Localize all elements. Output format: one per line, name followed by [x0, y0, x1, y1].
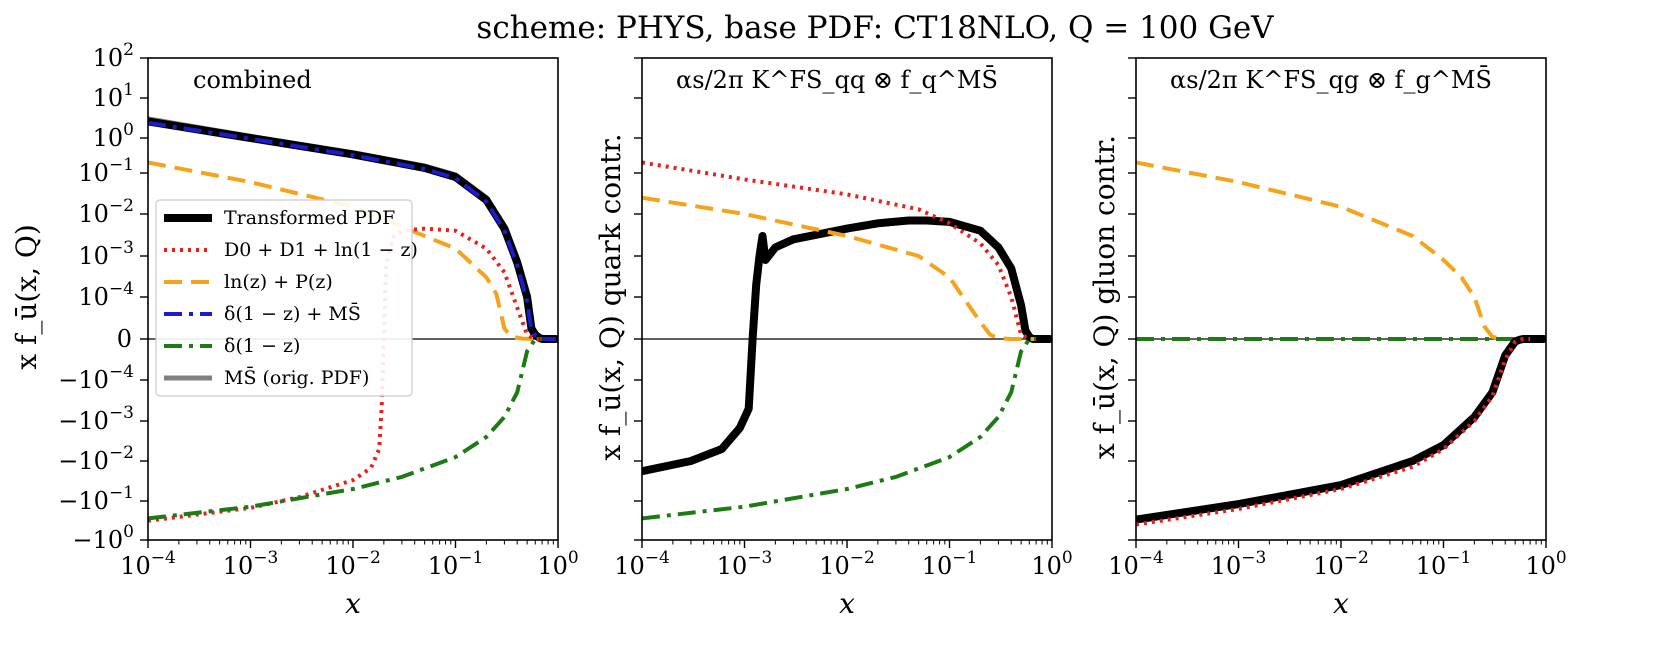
- panel-combined: 10−4 10−3 10−2 10−1 100x10210110010−110−210−…: [10, 40, 579, 620]
- legend-label-lnz: ln(z) + P(z): [224, 271, 333, 293]
- series-line-delta: [642, 337, 1037, 521]
- series-line-lnz: [642, 195, 1037, 341]
- series-line-lnz: [1136, 160, 1531, 341]
- y-tick-label: −10−3: [58, 403, 134, 435]
- x-tick-label: 10−1: [428, 548, 484, 580]
- y-tick-label: 10−3: [78, 238, 134, 270]
- x-tick-label: 100: [1525, 548, 1566, 580]
- panel-annotation: αs/2π K^FS_qq ⊗ f_q^MS̄: [676, 66, 998, 94]
- x-tick-label: 10−1: [1416, 548, 1472, 580]
- legend-label-d0d1: D0 + D1 + ln(1 − z): [224, 239, 418, 261]
- x-tick-label: 10−2: [1313, 548, 1369, 580]
- y-tick-label: −10−2: [58, 443, 134, 475]
- x-tick-label: 10−1: [922, 548, 978, 580]
- x-tick-label: 10−4: [1108, 548, 1164, 580]
- x-tick-label: 10−4: [614, 548, 670, 580]
- series-line-delta: [148, 337, 543, 521]
- x-tick-label: 10−3: [1211, 548, 1267, 580]
- x-tick-label: 10−2: [325, 548, 381, 580]
- plot-frame: [1135, 57, 1547, 541]
- panel-quark: 10−4 10−3 10−2 10−1 100 x x f_ū(x, Q) quark co…: [594, 57, 1073, 620]
- legend: Transformed PDF D0 + D1 + ln(1 − z) ln(z) …: [155, 199, 418, 397]
- series-group: [148, 116, 558, 523]
- series-line-d0d1: [642, 160, 1037, 341]
- y-axis-label: x f_ū(x, Q) quark contr.: [594, 133, 627, 460]
- plot-frame: [641, 57, 1053, 541]
- y-tick-label: 100: [93, 120, 134, 152]
- legend-label-delta_msbar: δ(1 − z) + MS̄: [224, 302, 361, 325]
- panel-gluon: 10−4 10−3 10−2 10−1 100 x x f_ū(x, Q) gluon co…: [1088, 57, 1567, 620]
- y-tick-label: 10−4: [78, 279, 134, 311]
- x-axis-label: x: [839, 587, 855, 620]
- series-line-delta_msbar: [148, 120, 556, 341]
- x-axis-label: x: [1333, 587, 1349, 620]
- y-tick-label: 0: [117, 325, 132, 353]
- y-tick-label: −10−4: [58, 362, 134, 394]
- series-line-lnz: [148, 160, 543, 341]
- y-tick-label: 10−2: [78, 196, 134, 228]
- x-tick-label: 10−3: [223, 548, 279, 580]
- x-tick-label: 100: [1031, 548, 1072, 580]
- y-tick-label: −10−1: [58, 483, 134, 515]
- series-line-d0d1: [148, 226, 543, 523]
- series-line-transformed: [642, 216, 1052, 476]
- x-tick-label: 10−3: [717, 548, 773, 580]
- legend-label-msbar: MS̄ (orig. PDF): [224, 366, 369, 389]
- legend-frame: [155, 199, 413, 397]
- legend-label-transformed: Transformed PDF: [224, 207, 395, 229]
- panel-annotation: αs/2π K^FS_qg ⊗ f_g^MS̄: [1170, 66, 1492, 94]
- y-tick-label: −100: [73, 522, 134, 554]
- y-tick-label: 101: [93, 80, 134, 112]
- series-line-transformed: [1136, 335, 1546, 524]
- x-tick-label: 10−4: [120, 548, 176, 580]
- y-tick-label: 102: [93, 40, 134, 72]
- x-axis-label: x: [345, 587, 361, 620]
- series-group: [1136, 160, 1546, 527]
- x-tick-label: 100: [537, 548, 578, 580]
- panel-annotation: combined: [193, 66, 312, 94]
- y-axis-label: x f_ū(x, Q): [10, 224, 43, 369]
- y-tick-label: 10−1: [78, 155, 134, 187]
- series-group: [642, 160, 1052, 521]
- series-line-d0d1: [1136, 337, 1531, 527]
- y-axis-label: x f_ū(x, Q) gluon contr.: [1088, 135, 1121, 459]
- legend-label-delta: δ(1 − z): [224, 335, 300, 357]
- figure-title: scheme: PHYS, base PDF: CT18NLO, Q = 100…: [476, 10, 1274, 46]
- x-tick-label: 10−2: [819, 548, 875, 580]
